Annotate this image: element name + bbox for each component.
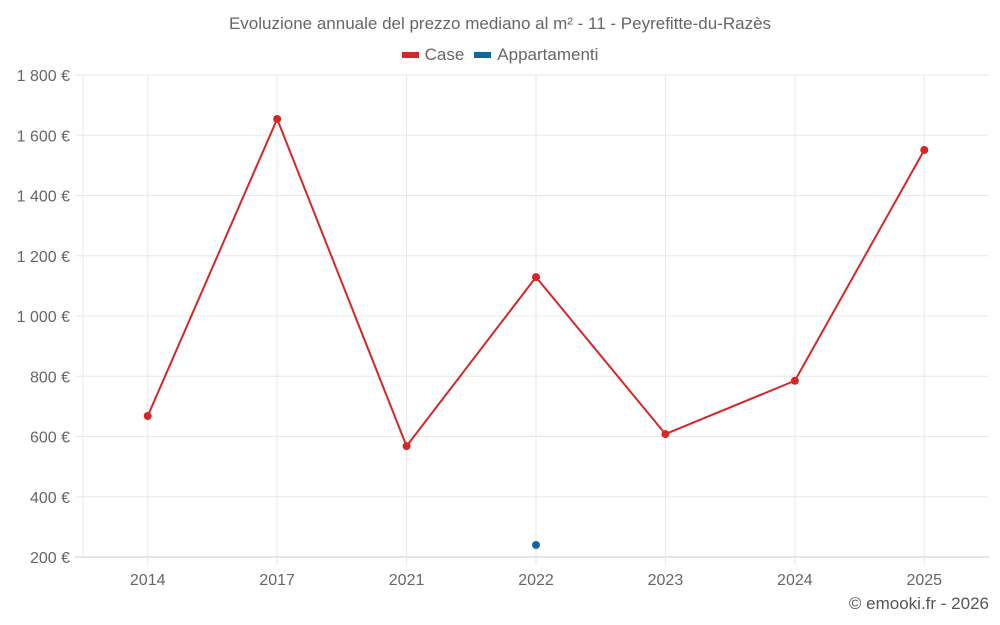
chart-title: Evoluzione annuale del prezzo mediano al… bbox=[228, 14, 772, 33]
credit-text: © emooki.fr - 2026 bbox=[848, 594, 989, 613]
data-point-case[interactable] bbox=[273, 114, 282, 123]
data-point-appartamenti[interactable] bbox=[532, 540, 540, 549]
x-tick-label: 2025 bbox=[906, 572, 942, 589]
y-axis: 200 € 400 € 600 € 800 € 1 000 € 1 200 € 1 400 … bbox=[17, 68, 70, 567]
x-tick-label: 2023 bbox=[648, 572, 684, 589]
gridlines bbox=[75, 74, 989, 565]
data-point-case[interactable] bbox=[920, 146, 929, 155]
y-tick-label: 400 € bbox=[30, 490, 70, 507]
y-tick-label: 1 400 € bbox=[17, 189, 70, 206]
x-tick-label: 2021 bbox=[389, 572, 425, 589]
legend-label-case: Case bbox=[424, 45, 465, 64]
x-tick-label: 2024 bbox=[777, 572, 813, 589]
y-tick-label: 1 200 € bbox=[17, 249, 70, 266]
y-tick-label: 600 € bbox=[30, 430, 70, 447]
legend-label-appartamenti: Appartamenti bbox=[497, 45, 599, 64]
data-point-case[interactable] bbox=[402, 442, 411, 451]
legend-swatch-case bbox=[401, 52, 419, 58]
y-tick-label: 1 800 € bbox=[17, 68, 70, 85]
data-point-case[interactable] bbox=[143, 412, 152, 421]
y-tick-label: 1 600 € bbox=[17, 128, 70, 145]
x-axis: 2014 2017 2021 2022 2023 2024 2025 bbox=[130, 572, 942, 589]
legend-item-case[interactable]: Case bbox=[401, 45, 465, 65]
data-point-case[interactable] bbox=[661, 430, 670, 439]
y-tick-label: 1 000 € bbox=[17, 309, 70, 326]
x-tick-label: 2014 bbox=[130, 572, 166, 589]
series-layer bbox=[143, 114, 929, 549]
x-tick-label: 2022 bbox=[518, 572, 554, 589]
y-tick-label: 200 € bbox=[30, 550, 70, 567]
legend: Case Appartamenti bbox=[0, 45, 1000, 65]
legend-swatch-appartamenti bbox=[474, 52, 492, 58]
legend-item-appartamenti[interactable]: Appartamenti bbox=[474, 45, 598, 65]
x-tick-label: 2017 bbox=[259, 572, 295, 589]
y-tick-label: 800 € bbox=[30, 369, 70, 386]
data-point-case[interactable] bbox=[790, 376, 799, 385]
data-point-case[interactable] bbox=[532, 273, 540, 282]
